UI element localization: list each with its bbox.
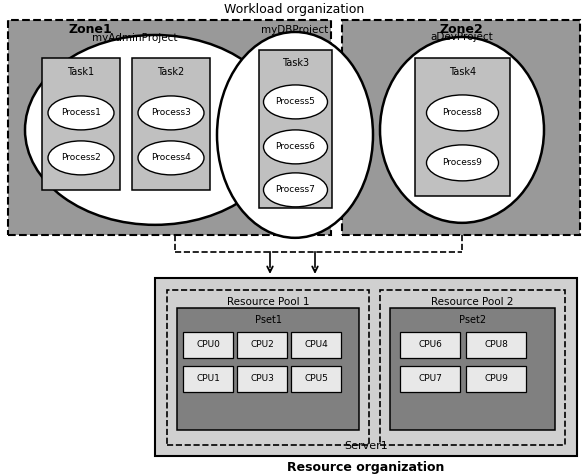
Text: CPU5: CPU5 [304,374,328,383]
Bar [259,50,332,208]
Bar [342,20,580,235]
Bar [237,366,287,392]
Bar [183,366,233,392]
Text: CPU8: CPU8 [484,340,508,349]
Bar [237,332,287,358]
Bar [291,366,341,392]
Ellipse shape [25,35,285,225]
Bar [167,290,369,445]
Text: CPU1: CPU1 [196,374,220,383]
Text: Pset1: Pset1 [255,315,282,325]
Bar [42,58,120,190]
Ellipse shape [380,37,544,223]
Text: myDBProject: myDBProject [262,25,329,35]
Text: Resource organization: Resource organization [288,461,445,474]
Text: CPU0: CPU0 [196,340,220,349]
Text: CPU2: CPU2 [250,340,274,349]
Text: aDevProject: aDevProject [430,32,493,42]
Bar [400,332,460,358]
Text: Task4: Task4 [449,67,476,77]
Text: Pset2: Pset2 [459,315,486,325]
Text: Server1: Server1 [344,441,388,451]
Ellipse shape [263,130,328,164]
Ellipse shape [263,85,328,119]
Text: Process3: Process3 [151,109,191,118]
Text: Zone2: Zone2 [439,23,483,37]
Ellipse shape [138,96,204,130]
Text: Resource Pool 2: Resource Pool 2 [431,297,514,307]
Bar [466,332,526,358]
Bar [155,278,577,456]
Text: Task1: Task1 [68,67,95,77]
Text: Process9: Process9 [443,159,482,168]
Ellipse shape [48,96,114,130]
Text: Process5: Process5 [276,98,315,107]
Ellipse shape [48,141,114,175]
Bar [183,332,233,358]
Bar [177,308,359,430]
Bar [390,308,555,430]
Ellipse shape [426,145,499,181]
Bar [8,20,331,235]
Bar [400,366,460,392]
Bar [415,58,510,196]
Text: Resource Pool 1: Resource Pool 1 [227,297,309,307]
Text: Task3: Task3 [282,58,309,68]
Text: Process2: Process2 [61,153,101,162]
Bar [380,290,565,445]
Bar [466,366,526,392]
Text: Process7: Process7 [276,185,315,194]
Text: CPU6: CPU6 [418,340,442,349]
Text: Process1: Process1 [61,109,101,118]
Ellipse shape [217,32,373,238]
Bar [132,58,210,190]
Bar [291,332,341,358]
Text: Workload organization: Workload organization [224,3,364,17]
Text: CPU4: CPU4 [304,340,328,349]
Text: myAdminProject: myAdminProject [92,33,178,43]
Ellipse shape [138,141,204,175]
Text: Process6: Process6 [276,142,315,151]
Text: Zone1: Zone1 [68,23,112,37]
Text: CPU3: CPU3 [250,374,274,383]
Text: CPU9: CPU9 [484,374,508,383]
Text: Task2: Task2 [158,67,185,77]
Text: CPU7: CPU7 [418,374,442,383]
Text: Process4: Process4 [151,153,191,162]
Text: Process8: Process8 [443,109,482,118]
Ellipse shape [263,173,328,207]
Ellipse shape [426,95,499,131]
